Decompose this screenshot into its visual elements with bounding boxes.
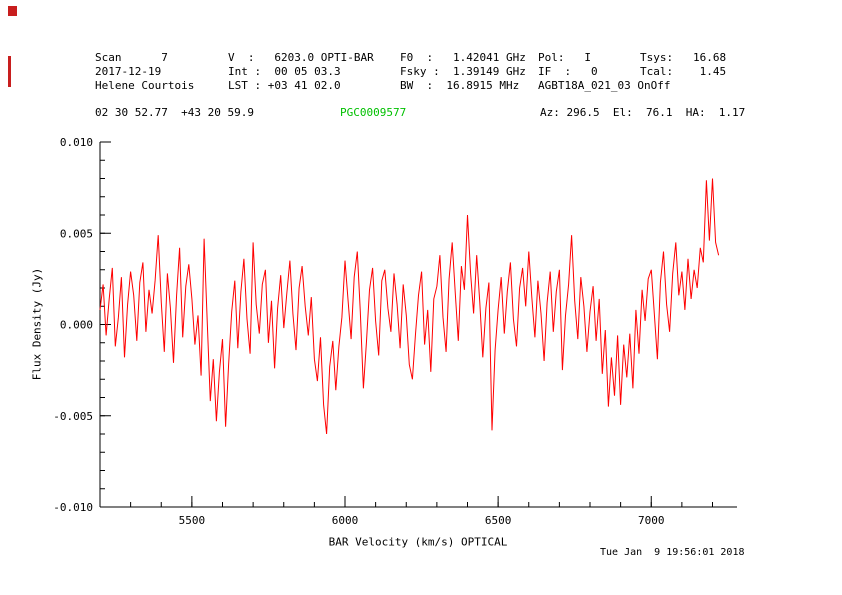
rest-frequency-field: F0 : 1.42041 GHz [400, 51, 526, 64]
spectrum-trace [99, 178, 720, 435]
sky-frequency-field: Fsky : 1.39149 GHz [400, 65, 526, 78]
x-axis-title: BAR Velocity (km/s) OPTICAL [328, 535, 508, 549]
plot-timestamp: Tue Jan 9 19:56:01 2018 [600, 547, 745, 558]
polarization-field: Pol: I [538, 51, 591, 64]
date-field: 2017-12-19 [95, 65, 162, 78]
source-coordinates: 02 30 52.77 +43 20 59.9 [95, 106, 254, 119]
y-tick-label: 0.000 [60, 319, 93, 332]
y-tick-label: 0.010 [60, 136, 93, 149]
x-tick-label: 6000 [332, 514, 359, 527]
pointing-info: Az: 296.5 El: 76.1 HA: 1.17 [540, 106, 746, 119]
source-name: PGC0009577 [340, 106, 407, 119]
red-artifact-left-edge [8, 56, 11, 87]
source-line: 02 30 52.77 +43 20 59.9 PGC0009577 Az: 2… [0, 106, 842, 120]
y-tick-label: -0.005 [53, 410, 93, 423]
red-artifact-top-left [8, 6, 17, 16]
y-axis-title: Flux Density (Jy) [30, 267, 44, 381]
observer-field: Helene Courtois [95, 79, 195, 92]
if-field: IF : 0 [538, 65, 598, 78]
scan-header: Scan 7 V : 6203.0 OPTI-BAR F0 : 1.42041 … [95, 51, 726, 93]
x-tick-label: 5500 [179, 514, 206, 527]
x-tick-label: 7000 [638, 514, 665, 527]
project-field: AGBT18A_021_03 OnOff [538, 79, 671, 92]
y-tick-label: 0.005 [60, 227, 93, 240]
x-tick-label: 6500 [485, 514, 512, 527]
scan-number-field: Scan 7 [95, 51, 168, 64]
lst-field: LST : +03 41 02.0 [228, 79, 341, 92]
velocity-field: V : 6203.0 OPTI-BAR [228, 51, 374, 64]
bandwidth-field: BW : 16.8915 MHz [400, 79, 520, 92]
integration-field: Int : 00 05 03.3 [228, 65, 341, 78]
tsys-field: Tsys: 16.68 [640, 51, 727, 64]
y-tick-label: -0.010 [53, 501, 93, 514]
tcal-field: Tcal: 1.45 [640, 65, 727, 78]
